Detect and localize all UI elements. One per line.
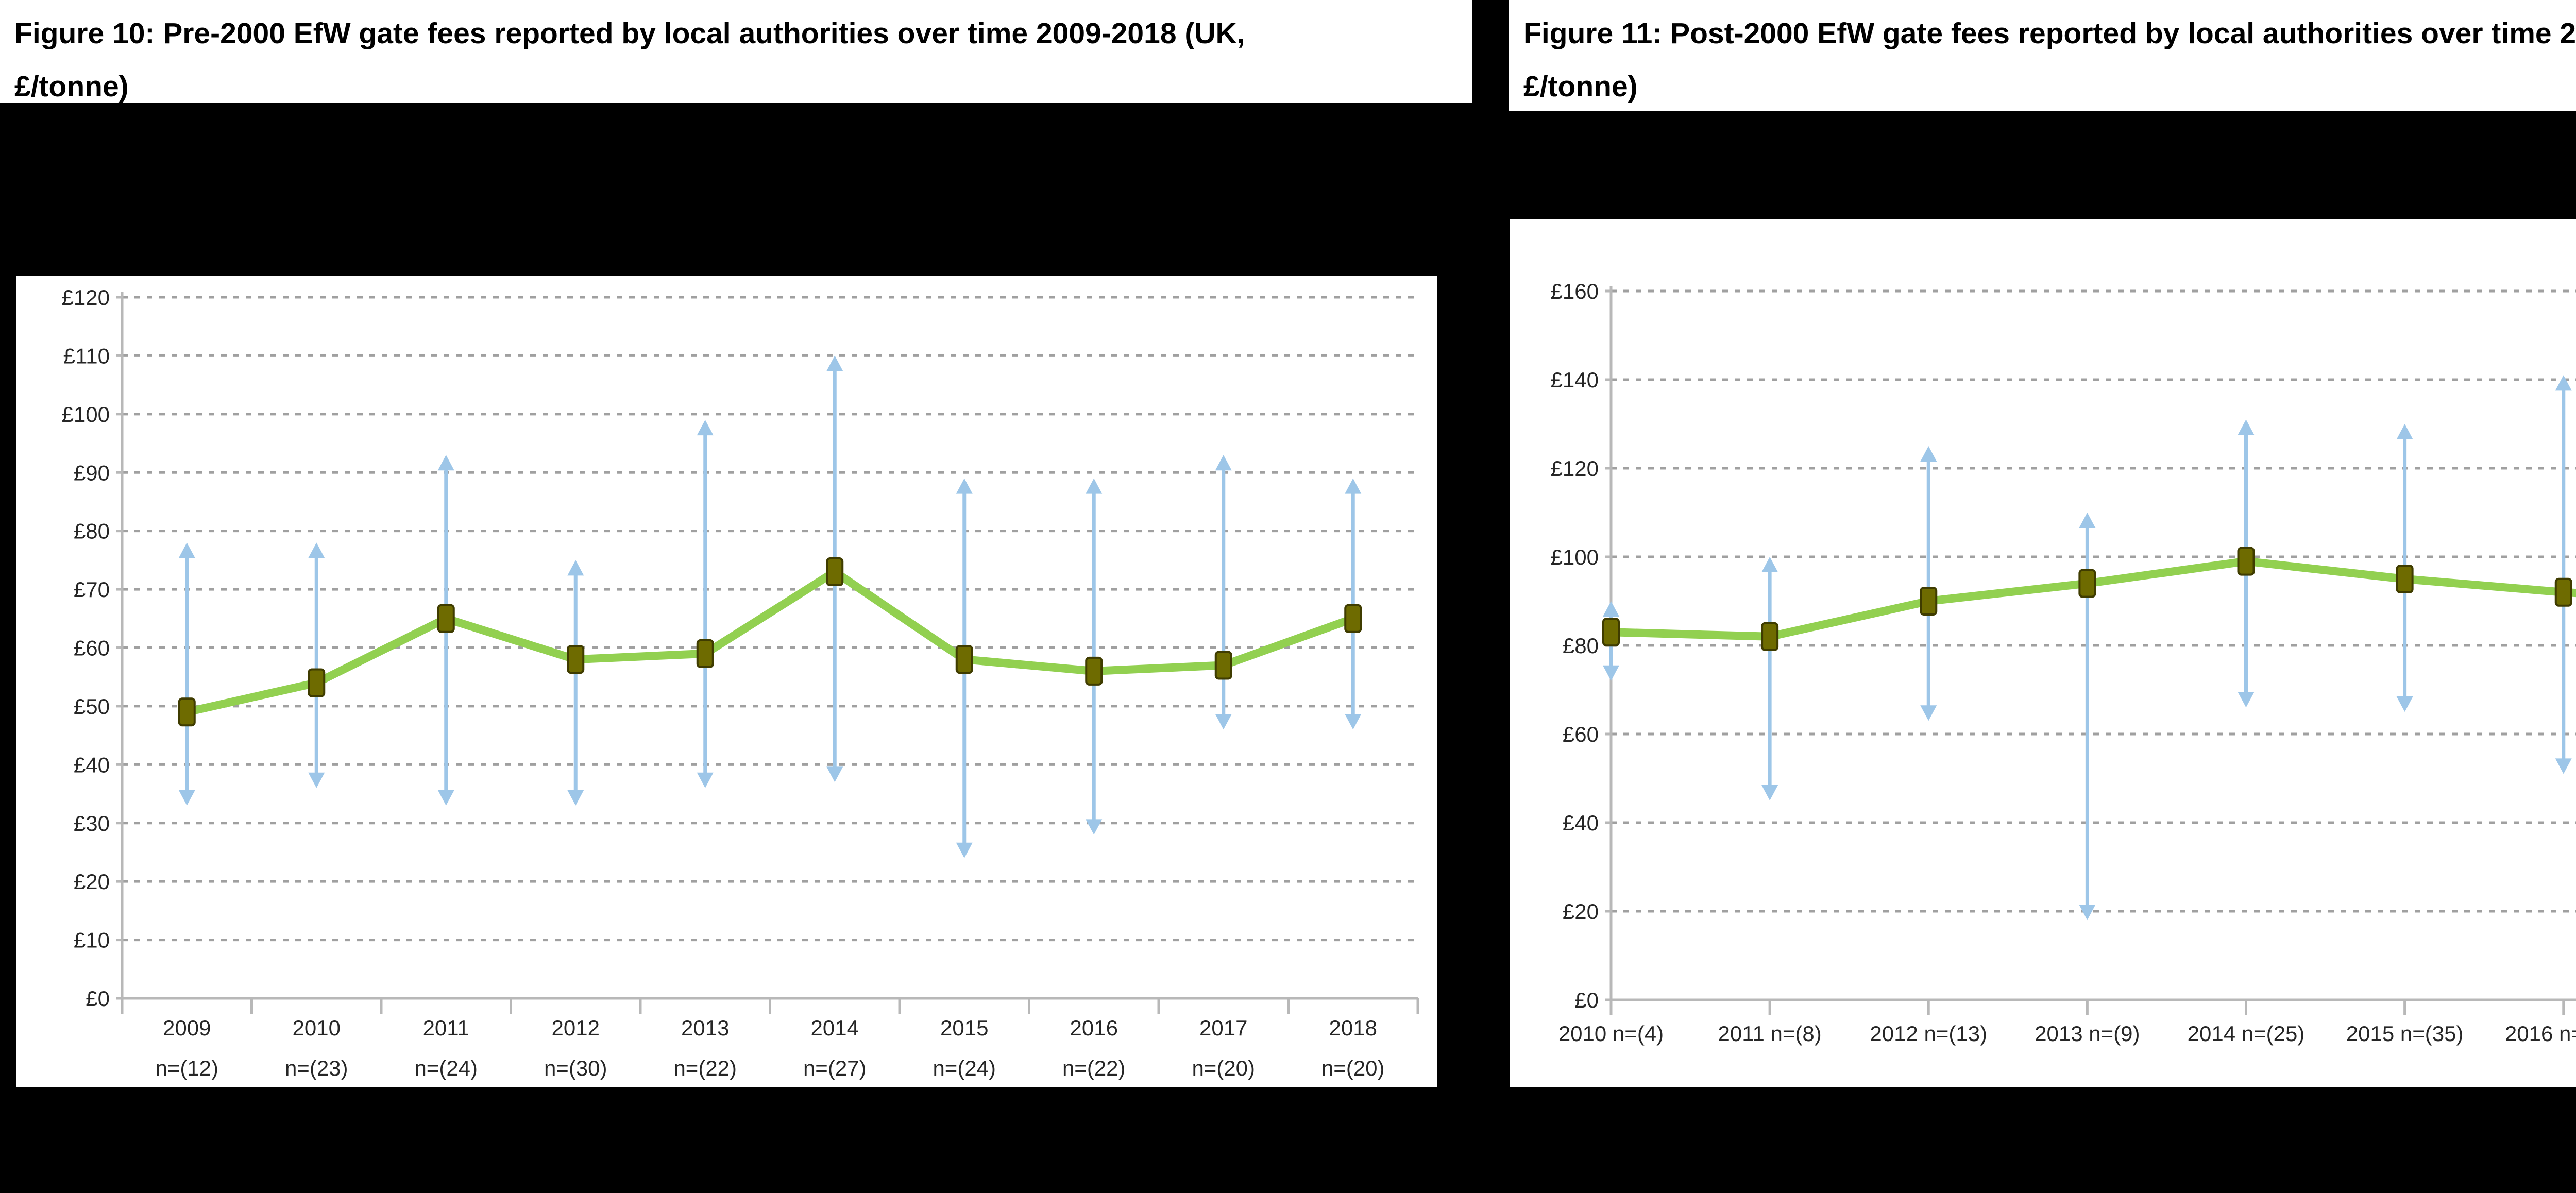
figure11-title: Figure 11: Post-2000 EfW gate fees repor… bbox=[1509, 0, 2576, 111]
chart-svg: £0 £10 £20 £30 £40 £50 £60 £70 £80 £90 £100 £110 £12… bbox=[62, 285, 1419, 1080]
svg-text:£120: £120 bbox=[62, 285, 110, 310]
svg-text:2014 n=(25): 2014 n=(25) bbox=[2188, 1021, 2305, 1046]
svg-text:£100: £100 bbox=[62, 402, 110, 427]
svg-text:n=(27): n=(27) bbox=[803, 1056, 867, 1080]
svg-text:£70: £70 bbox=[74, 577, 110, 602]
svg-text:n=(30): n=(30) bbox=[544, 1056, 607, 1080]
svg-text:2010 n=(4): 2010 n=(4) bbox=[1558, 1021, 1664, 1046]
svg-text:n=(20): n=(20) bbox=[1192, 1056, 1255, 1080]
svg-text:£0: £0 bbox=[86, 986, 110, 1011]
svg-text:£50: £50 bbox=[74, 694, 110, 719]
figure10-chart-panel: £0 £10 £20 £30 £40 £50 £60 £70 £80 £90 £100 £110 £12… bbox=[15, 275, 1438, 1088]
svg-text:n=(24): n=(24) bbox=[933, 1056, 996, 1080]
svg-text:2011 n=(8): 2011 n=(8) bbox=[1718, 1021, 1822, 1046]
svg-text:2014: 2014 bbox=[811, 1016, 859, 1040]
figure11-chart: £0 £20 £40 £60 £80 £100 £120 £140 £160 2010 n=(4)… bbox=[1510, 219, 2576, 1087]
svg-text:£20: £20 bbox=[74, 870, 110, 894]
chart-svg: £0 £20 £40 £60 £80 £100 £120 £140 £160 2010 n=(4)… bbox=[1551, 279, 2576, 1046]
svg-text:2015 n=(35): 2015 n=(35) bbox=[2346, 1021, 2464, 1046]
svg-text:£20: £20 bbox=[1563, 899, 1599, 924]
svg-text:n=(23): n=(23) bbox=[285, 1056, 348, 1080]
svg-text:2016 n=(34): 2016 n=(34) bbox=[2505, 1021, 2576, 1046]
svg-text:n=(20): n=(20) bbox=[1321, 1056, 1385, 1080]
svg-text:2012 n=(13): 2012 n=(13) bbox=[1870, 1021, 1987, 1046]
figure11-title-line2: £/tonne) bbox=[1523, 70, 1638, 103]
svg-text:£120: £120 bbox=[1551, 456, 1599, 481]
svg-text:£80: £80 bbox=[1563, 634, 1599, 658]
svg-text:£90: £90 bbox=[74, 461, 110, 485]
svg-text:2013: 2013 bbox=[681, 1016, 729, 1040]
figure11-chart-panel: £0 £20 £40 £60 £80 £100 £120 £140 £160 2010 n=(4)… bbox=[1509, 218, 2576, 1088]
svg-text:£40: £40 bbox=[1563, 811, 1599, 835]
svg-text:2016: 2016 bbox=[1070, 1016, 1118, 1040]
svg-text:2011: 2011 bbox=[423, 1016, 469, 1040]
svg-text:£110: £110 bbox=[63, 344, 110, 368]
svg-text:£160: £160 bbox=[1551, 279, 1599, 303]
figure10-chart: £0 £10 £20 £30 £40 £50 £60 £70 £80 £90 £100 £110 £12… bbox=[16, 276, 1437, 1087]
figure10-title-line1: Figure 10: Pre-2000 EfW gate fees report… bbox=[14, 17, 1245, 50]
svg-text:£80: £80 bbox=[74, 519, 110, 543]
svg-text:2010: 2010 bbox=[293, 1016, 341, 1040]
svg-text:£30: £30 bbox=[74, 811, 110, 836]
svg-text:£60: £60 bbox=[1563, 722, 1599, 746]
svg-text:2017: 2017 bbox=[1199, 1016, 1247, 1040]
svg-text:n=(24): n=(24) bbox=[414, 1056, 478, 1080]
figure10-title-line2: £/tonne) bbox=[14, 70, 129, 103]
figure10-title: Figure 10: Pre-2000 EfW gate fees report… bbox=[0, 0, 1472, 103]
svg-text:n=(22): n=(22) bbox=[1062, 1056, 1126, 1080]
svg-text:n=(22): n=(22) bbox=[673, 1056, 737, 1080]
svg-text:n=(12): n=(12) bbox=[155, 1056, 218, 1080]
svg-text:£10: £10 bbox=[74, 928, 110, 952]
svg-text:2013 n=(9): 2013 n=(9) bbox=[2035, 1021, 2140, 1046]
svg-text:£100: £100 bbox=[1551, 545, 1599, 569]
figure11-title-line1: Figure 11: Post-2000 EfW gate fees repor… bbox=[1523, 17, 2576, 50]
svg-text:£40: £40 bbox=[74, 753, 110, 777]
svg-text:2015: 2015 bbox=[940, 1016, 988, 1040]
svg-text:2009: 2009 bbox=[163, 1016, 211, 1040]
svg-text:£140: £140 bbox=[1551, 368, 1599, 392]
svg-text:2018: 2018 bbox=[1329, 1016, 1377, 1040]
svg-text:£60: £60 bbox=[74, 636, 110, 660]
svg-text:£0: £0 bbox=[1574, 988, 1599, 1012]
svg-text:2012: 2012 bbox=[552, 1016, 600, 1040]
